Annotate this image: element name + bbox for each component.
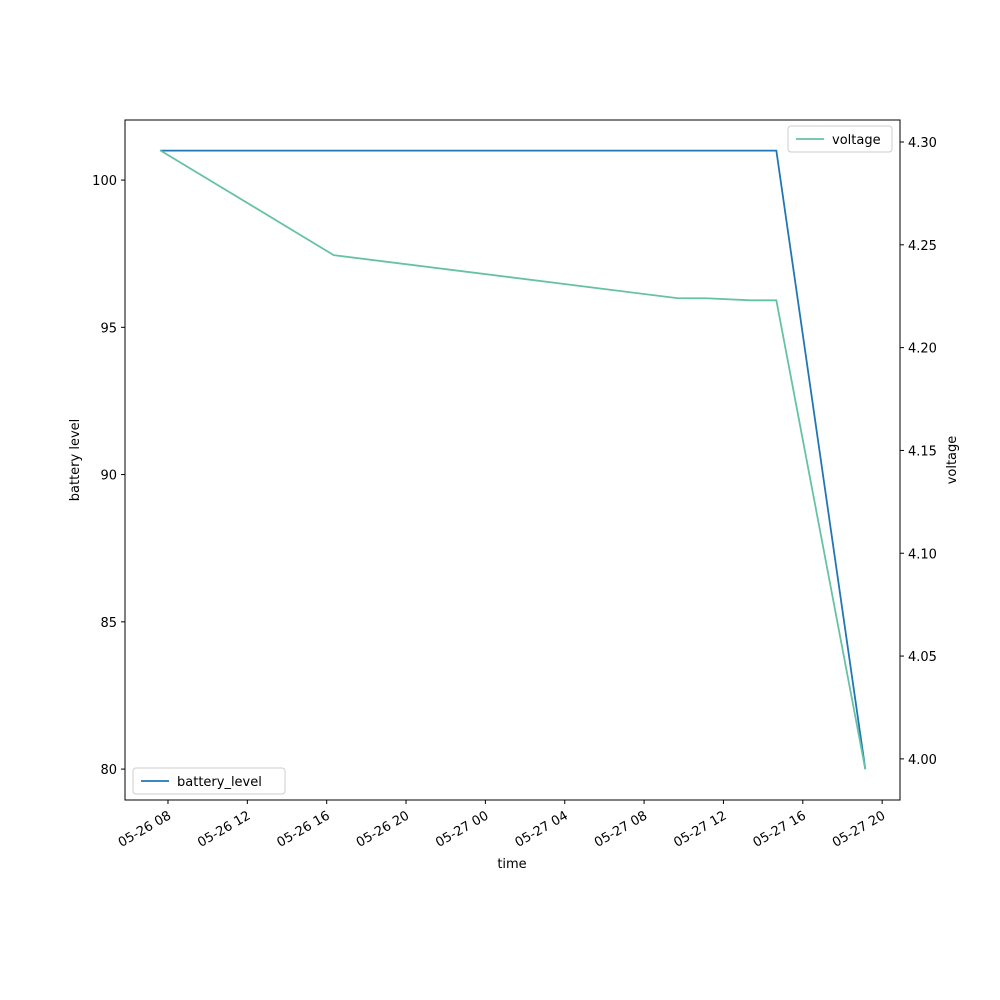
x-tick-label: 05-27 04: [513, 808, 571, 850]
y2-tick-label: 4.00: [908, 753, 937, 768]
x-axis-label: time: [497, 857, 526, 872]
y-tick-label: 95: [100, 321, 117, 336]
y-tick-label: 85: [100, 616, 117, 631]
y-axis-label: battery level: [68, 419, 83, 502]
legend-box: [132, 767, 286, 795]
x-tick-label: 05-27 16: [751, 808, 809, 850]
x-tick-label: 05-26 20: [354, 808, 412, 850]
x-tick-label: 05-27 00: [433, 808, 491, 850]
x-tick-label: 05-27 12: [671, 808, 729, 850]
y-tick-label: 90: [100, 469, 117, 484]
legend-label: battery_level: [177, 775, 262, 790]
plot-frame: [124, 119, 901, 801]
x-tick-label: 05-26 08: [116, 808, 174, 850]
line-series: [160, 149, 867, 770]
y2-tick-label: 4.10: [908, 547, 937, 562]
x-tick-label: 05-27 08: [592, 808, 650, 850]
y2-tick-label: 4.20: [908, 342, 937, 357]
y2-axis-label: voltage: [945, 436, 960, 485]
legend-label: voltage: [832, 133, 881, 148]
x-tick-label: 05-27 20: [830, 808, 888, 850]
line-series: [159, 149, 867, 770]
y-tick-label: 100: [92, 174, 117, 189]
x-tick-label: 05-26 16: [275, 808, 333, 850]
legend-box: [787, 125, 893, 153]
y2-tick-label: 4.30: [908, 136, 937, 151]
y2-tick-label: 4.25: [908, 239, 937, 254]
y2-tick-label: 4.05: [908, 650, 937, 665]
x-tick-label: 05-26 12: [195, 808, 253, 850]
y-tick-label: 80: [100, 763, 117, 778]
y2-tick-label: 4.15: [908, 444, 937, 459]
